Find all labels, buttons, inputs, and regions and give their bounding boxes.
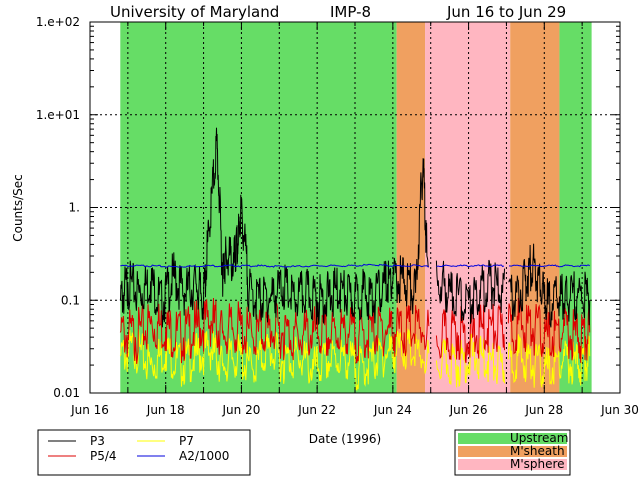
x-tick-label: Jun 20 xyxy=(222,403,261,417)
title-date-range: Jun 16 to Jun 29 xyxy=(446,3,566,21)
x-tick-label: Jun 16 xyxy=(70,403,109,417)
x-axis-label: Date (1996) xyxy=(309,432,381,446)
x-tick-label: Jun 28 xyxy=(524,403,563,417)
y-tick-label: 1.e+02 xyxy=(36,15,80,29)
series-legend-label: P5/4 xyxy=(90,449,117,463)
series-legend-label: A2/1000 xyxy=(179,449,229,463)
x-tick-label: Jun 30 xyxy=(600,403,639,417)
region-legend-swatch xyxy=(458,446,567,457)
region-legend-swatch xyxy=(458,459,567,470)
series-legend-box xyxy=(37,429,251,476)
region-legend-label: Upstream xyxy=(510,431,568,445)
title: University of Maryland IMP-8 Jun 16 to J… xyxy=(110,3,566,21)
region-legend-swatch xyxy=(458,433,567,444)
series-legend-label: P7 xyxy=(179,434,194,448)
y-axis: 1.e+02 1.e+01 1. 0.1 0.01 xyxy=(36,15,620,400)
series-legend: P3 P7 P5/4 A2/1000 xyxy=(37,429,251,476)
x-tick-label: Jun 24 xyxy=(373,403,412,417)
title-spacecraft: IMP-8 xyxy=(330,3,371,21)
series-legend-label: P3 xyxy=(90,434,105,448)
x-tick-label: Jun 26 xyxy=(449,403,488,417)
region-legend-label: M'sphere xyxy=(510,457,565,471)
x-axis: Jun 16 Jun 18 Jun 20 Jun 22 Jun 24 Jun 26 Jun … xyxy=(70,22,639,417)
region-legend-label: M'sheath xyxy=(510,444,565,458)
series-line-a2-1000 xyxy=(120,263,590,269)
y-tick-label: 1.e+01 xyxy=(36,108,80,122)
series-line-p3 xyxy=(119,127,591,328)
x-tick-label: Jun 18 xyxy=(146,403,185,417)
y-tick-label: 0.1 xyxy=(61,293,80,307)
title-institution: University of Maryland xyxy=(110,3,279,21)
y-axis-label: Counts/Sec xyxy=(11,174,25,242)
y-tick-label: 0.01 xyxy=(53,386,80,400)
series-line-p7 xyxy=(119,327,591,391)
series-lines xyxy=(119,127,591,391)
x-tick-label: Jun 22 xyxy=(297,403,336,417)
y-tick-label: 1. xyxy=(69,201,80,215)
